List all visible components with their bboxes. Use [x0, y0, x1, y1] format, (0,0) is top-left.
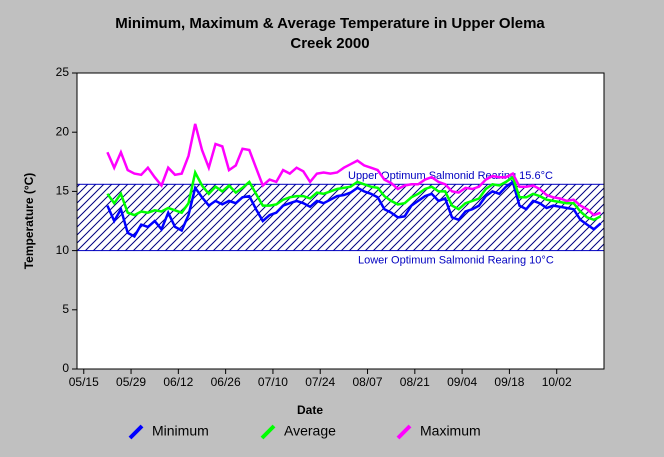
- x-tick-label: 05/15: [69, 375, 99, 389]
- x-tick-label: 09/04: [447, 375, 477, 389]
- x-tick-label: 08/07: [353, 375, 383, 389]
- legend-label: Maximum: [420, 423, 481, 439]
- plot-border: [76, 72, 605, 370]
- y-axis-title: Temperature (°C): [22, 173, 36, 270]
- series-line: [106, 168, 602, 222]
- legend-label: Minimum: [152, 423, 209, 439]
- y-tick-label: 15: [56, 184, 70, 198]
- y-tick-label: 10: [56, 243, 70, 257]
- band-label: Upper Optimum Salmonid Rearing 15.6°C: [348, 170, 553, 182]
- y-tick-label: 5: [62, 302, 69, 316]
- band-label: Lower Optimum Salmonid Rearing 10°C: [358, 255, 554, 267]
- x-tick-label: 07/10: [258, 375, 288, 389]
- x-tick-label: 10/02: [542, 375, 572, 389]
- legend-swatch: [260, 424, 276, 440]
- x-axis-title: Date: [297, 403, 323, 417]
- legend-label: Average: [284, 423, 336, 439]
- y-tick-label: 25: [56, 65, 70, 79]
- x-tick-label: 06/26: [211, 375, 241, 389]
- x-tick-label: 08/21: [400, 375, 430, 389]
- legend-swatch: [128, 424, 144, 440]
- x-tick-label: 07/24: [305, 375, 335, 389]
- y-tick-label: 20: [56, 124, 70, 138]
- x-tick-label: 09/18: [494, 375, 524, 389]
- y-tick-label: 0: [62, 361, 69, 375]
- series-line: [106, 179, 602, 239]
- chart-title: Creek 2000: [290, 35, 369, 52]
- chart-title: Minimum, Maximum & Average Temperature i…: [115, 15, 545, 32]
- x-tick-label: 05/29: [116, 375, 146, 389]
- legend-swatch: [396, 424, 412, 440]
- series-line: [106, 123, 602, 217]
- x-tick-label: 06/12: [163, 375, 193, 389]
- optimum-band: [76, 183, 605, 252]
